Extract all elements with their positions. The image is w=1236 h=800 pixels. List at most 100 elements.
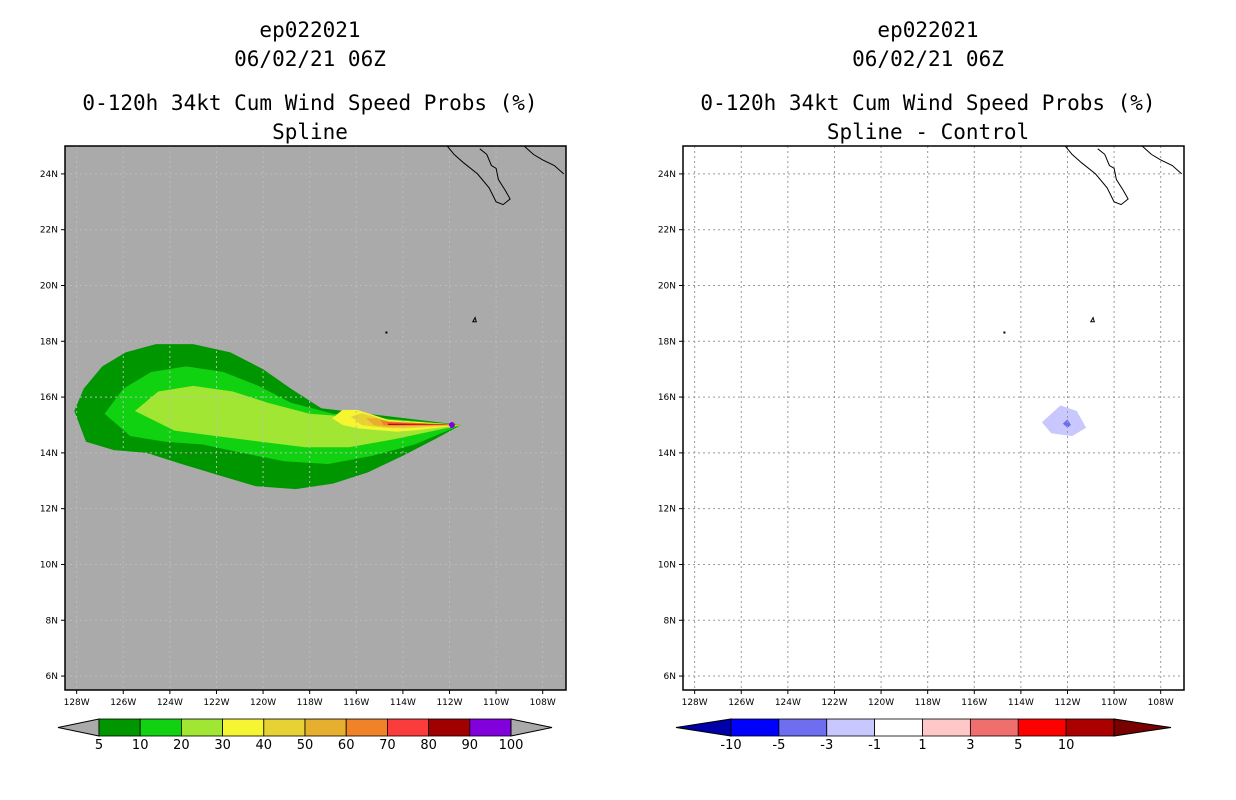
left-colorbar-label-70: 70 bbox=[379, 738, 396, 753]
left-colorbar-box-0 bbox=[98, 718, 141, 737]
right-colorbar-label-10: 10 bbox=[1058, 738, 1075, 753]
left-colorbar-box-9 bbox=[469, 718, 512, 737]
right-coastline-mainland bbox=[1141, 145, 1183, 175]
left-colorbar-label-100: 100 bbox=[499, 738, 524, 753]
left-ytick-6N: 6N bbox=[46, 672, 58, 682]
right-colorbar-box-0 bbox=[730, 718, 780, 737]
left-island-socorro bbox=[471, 316, 477, 323]
right-xtick-120W: 120W bbox=[868, 698, 894, 708]
left-ytick-24N: 24N bbox=[40, 170, 58, 180]
left-colorbar-box-4 bbox=[263, 718, 306, 737]
left-xtick-128W: 128W bbox=[64, 698, 90, 708]
right-colorbar-label--10: -10 bbox=[720, 738, 741, 753]
right-colorbar-label-5: 5 bbox=[1014, 738, 1022, 753]
left-map-frame bbox=[64, 145, 567, 691]
right-xtick-118W: 118W bbox=[915, 698, 941, 708]
right-colorbar-box-2 bbox=[826, 718, 876, 737]
right-title-line-4: Spline - Control bbox=[826, 120, 1030, 144]
right-colorbar-label--3: -3 bbox=[820, 738, 833, 753]
left-colorbar-low-triangle bbox=[57, 718, 100, 737]
left-title: ep022021 06/02/21 06Z 0-120h 34kt Cum Wi… bbox=[60, 16, 560, 147]
left-colorbar-high-triangle bbox=[510, 718, 553, 737]
left-xtick-126W: 126W bbox=[110, 698, 136, 708]
left-xtick-108W: 108W bbox=[530, 698, 556, 708]
right-xtick-116W: 116W bbox=[961, 698, 987, 708]
right-colorbar-box-4 bbox=[922, 718, 971, 737]
right-colorbar-label--5: -5 bbox=[772, 738, 785, 753]
right-colorbar-label-1: 1 bbox=[918, 738, 926, 753]
left-title-line-3: 0-120h 34kt Cum Wind Speed Probs (%) bbox=[82, 91, 538, 115]
right-ytick-10N: 10N bbox=[658, 560, 676, 570]
right-title: ep022021 06/02/21 06Z 0-120h 34kt Cum Wi… bbox=[678, 16, 1178, 147]
left-xtick-112W: 112W bbox=[436, 698, 462, 708]
left-colorbar-label-5: 5 bbox=[95, 738, 103, 753]
right-colorbar-box-6 bbox=[1017, 718, 1067, 737]
right-ytick-18N: 18N bbox=[658, 337, 676, 347]
anomaly-minus-1 bbox=[1041, 405, 1087, 437]
left-ytick-18N: 18N bbox=[40, 337, 58, 347]
left-ytick-20N: 20N bbox=[40, 281, 58, 291]
right-colorbar-low-triangle bbox=[675, 718, 732, 737]
left-coastline-baja bbox=[446, 145, 511, 206]
contour-prob-80-90 bbox=[387, 424, 462, 425]
left-colorbar-label-40: 40 bbox=[256, 738, 273, 753]
right-colorbar-box-1 bbox=[778, 718, 828, 737]
left-ytick-10N: 10N bbox=[40, 560, 58, 570]
right-ytick-8N: 8N bbox=[664, 616, 676, 626]
right-island-clarion bbox=[1003, 331, 1006, 334]
left-xtick-114W: 114W bbox=[390, 698, 416, 708]
right-island-socorro bbox=[1089, 316, 1095, 323]
left-colorbar-label-50: 50 bbox=[297, 738, 314, 753]
left-colorbar-box-8 bbox=[428, 718, 471, 737]
left-xtick-110W: 110W bbox=[483, 698, 509, 708]
left-title-line-2: 06/02/21 06Z bbox=[234, 47, 386, 71]
right-xtick-128W: 128W bbox=[682, 698, 708, 708]
left-title-line-1: ep022021 bbox=[259, 18, 361, 42]
right-colorbar-label--1: -1 bbox=[868, 738, 881, 753]
right-xtick-122W: 122W bbox=[821, 698, 847, 708]
left-colorbar-box-2 bbox=[180, 718, 223, 737]
right-ytick-24N: 24N bbox=[658, 170, 676, 180]
right-ytick-6N: 6N bbox=[664, 672, 676, 682]
left-xtick-120W: 120W bbox=[250, 698, 276, 708]
right-map-frame bbox=[682, 145, 1185, 691]
right-xtick-126W: 126W bbox=[728, 698, 754, 708]
left-island-clarion bbox=[385, 331, 388, 334]
right-ytick-14N: 14N bbox=[658, 449, 676, 459]
right-xtick-124W: 124W bbox=[775, 698, 801, 708]
left-coastline-mainland bbox=[523, 145, 565, 175]
left-colorbar-box-7 bbox=[386, 718, 429, 737]
right-ytick-12N: 12N bbox=[658, 505, 676, 515]
left-colorbar-label-90: 90 bbox=[462, 738, 479, 753]
left-colorbar-label-30: 30 bbox=[214, 738, 231, 753]
left-colorbar-label-10: 10 bbox=[132, 738, 149, 753]
left-xtick-116W: 116W bbox=[343, 698, 369, 708]
left-ytick-22N: 22N bbox=[40, 226, 58, 236]
left-colorbar-label-60: 60 bbox=[338, 738, 355, 753]
left-xtick-124W: 124W bbox=[157, 698, 183, 708]
left-map bbox=[61, 145, 567, 694]
left-colorbar-box-1 bbox=[139, 718, 182, 737]
right-ytick-16N: 16N bbox=[658, 393, 676, 403]
right-colorbar-high-triangle bbox=[1113, 718, 1172, 737]
left-title-line-4: Spline bbox=[272, 120, 348, 144]
left-colorbar-box-5 bbox=[304, 718, 347, 737]
left-xtick-118W: 118W bbox=[297, 698, 323, 708]
right-ytick-22N: 22N bbox=[658, 226, 676, 236]
right-xtick-108W: 108W bbox=[1148, 698, 1174, 708]
left-colorbar-label-80: 80 bbox=[420, 738, 437, 753]
right-xtick-110W: 110W bbox=[1101, 698, 1127, 708]
left-colorbar-box-6 bbox=[345, 718, 388, 737]
prob-90-100-core bbox=[448, 421, 455, 428]
anomaly-minus-3 bbox=[1062, 419, 1071, 428]
right-title-line-3: 0-120h 34kt Cum Wind Speed Probs (%) bbox=[700, 91, 1156, 115]
right-title-line-2: 06/02/21 06Z bbox=[852, 47, 1004, 71]
right-colorbar-box-3 bbox=[874, 718, 923, 737]
left-ytick-12N: 12N bbox=[40, 505, 58, 515]
right-colorbar-box-5 bbox=[969, 718, 1019, 737]
right-map bbox=[679, 145, 1185, 694]
right-colorbar-label-3: 3 bbox=[966, 738, 974, 753]
left-colorbar-label-20: 20 bbox=[173, 738, 190, 753]
left-ytick-14N: 14N bbox=[40, 449, 58, 459]
